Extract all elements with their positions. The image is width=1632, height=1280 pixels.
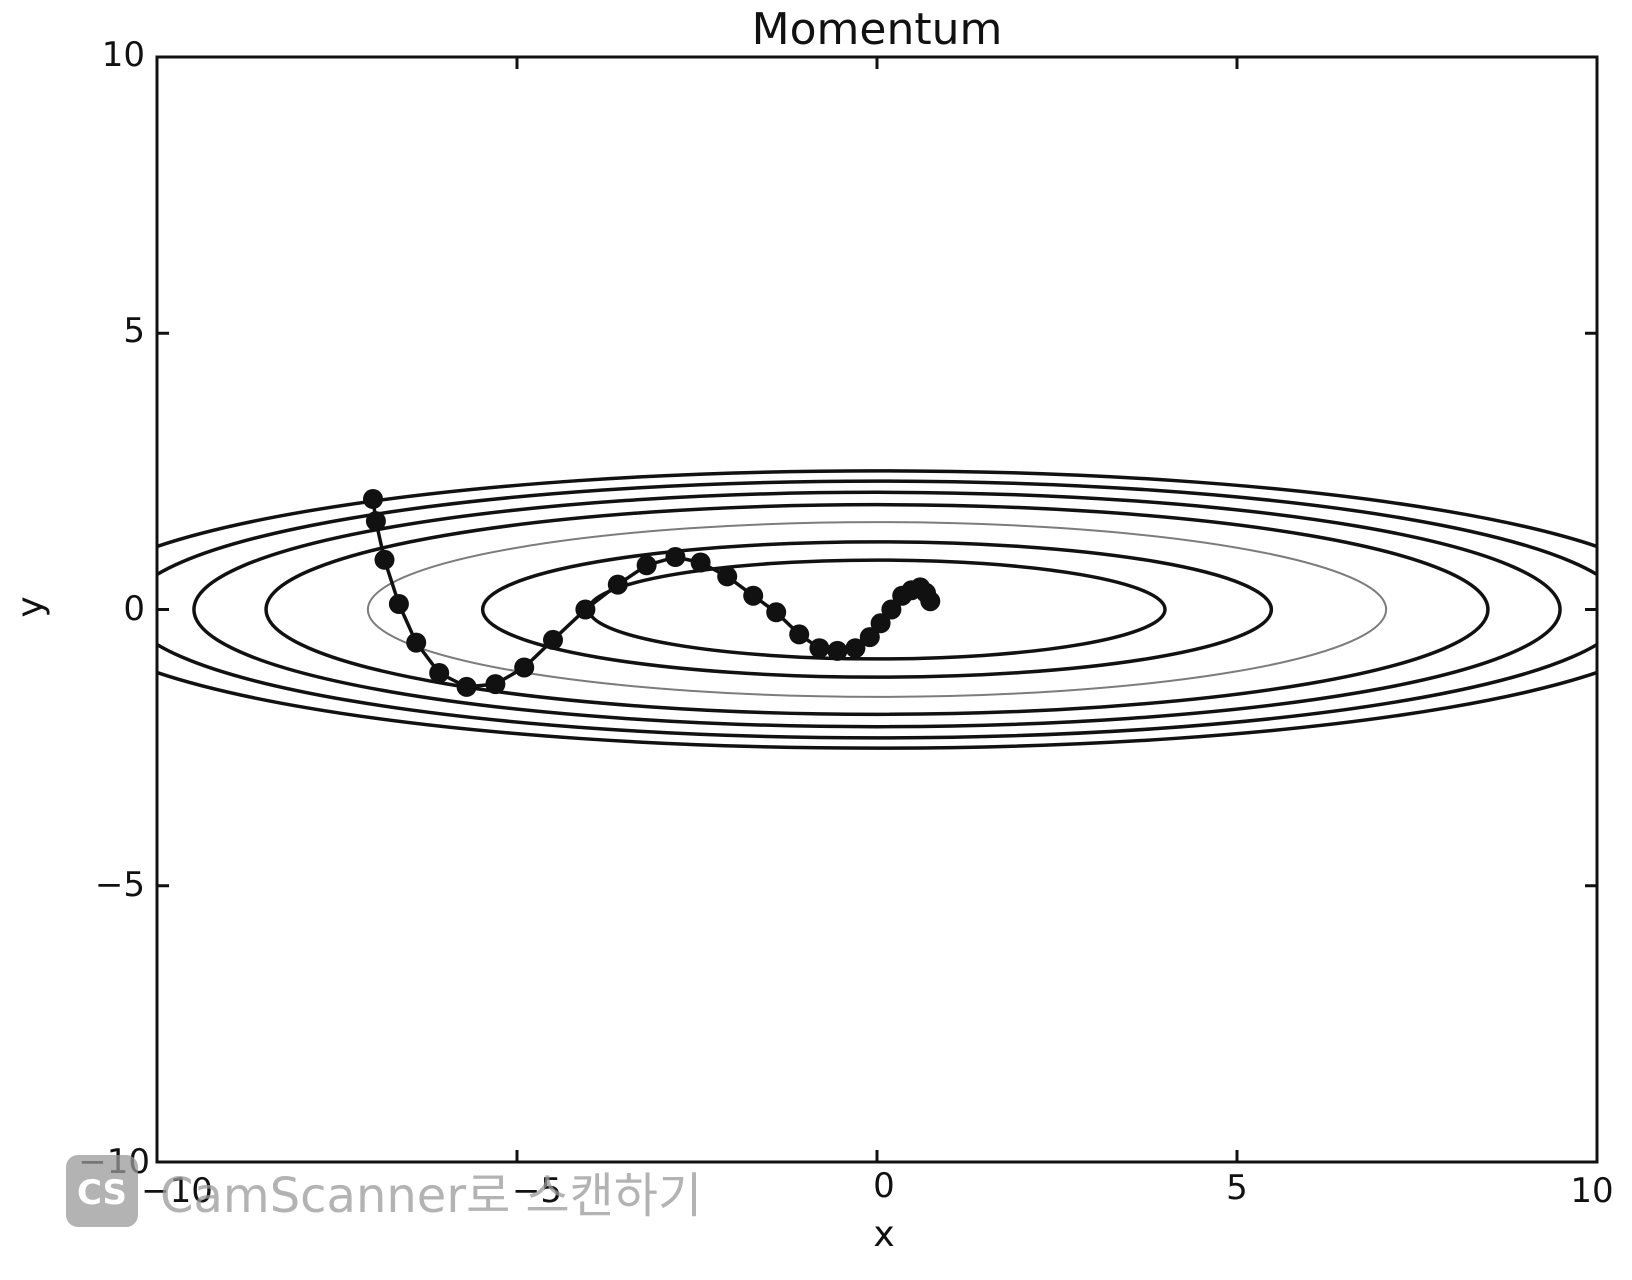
- x-axis-label: x: [873, 1214, 894, 1255]
- data-point: [406, 632, 427, 653]
- contour-level-1: [480, 540, 1274, 679]
- data-point: [665, 547, 686, 567]
- x-tick-label-neg5: −5: [512, 1171, 562, 1211]
- x-tick-label-5: 5: [1226, 1168, 1248, 1208]
- data-point: [789, 624, 810, 645]
- data-point: [543, 629, 563, 650]
- data-point: [429, 663, 450, 683]
- y-axis-label: y: [10, 596, 51, 617]
- data-point: [575, 599, 596, 620]
- data-point: [845, 638, 866, 659]
- data-point: [456, 676, 477, 697]
- x-tick-label-neg10: −10: [141, 1171, 213, 1211]
- data-point: [870, 613, 891, 634]
- data-point: [881, 599, 902, 620]
- data-point: [920, 591, 941, 612]
- camscanner-watermark-text: CamScanner로 스캔하기: [160, 1168, 702, 1224]
- y-tick-label-0: 0: [123, 589, 145, 629]
- data-point: [607, 574, 628, 595]
- data-point: [717, 566, 738, 587]
- data-point: [388, 594, 409, 614]
- trajectory-points: [363, 489, 941, 697]
- contour-lines: [157, 469, 1597, 750]
- axis-ticks: [155, 55, 1599, 1164]
- data-point: [743, 585, 764, 606]
- contour-level-6: [157, 469, 1597, 750]
- data-point: [690, 552, 711, 573]
- camscanner-logo-icon: [66, 1155, 138, 1227]
- data-point: [374, 549, 395, 570]
- data-point: [636, 555, 657, 576]
- data-point: [514, 657, 535, 678]
- data-point: [485, 674, 506, 695]
- contour-level-5: [157, 479, 1597, 740]
- chart-title: Momentum: [752, 4, 1003, 55]
- camscanner-logo-text: CS: [77, 1173, 127, 1213]
- x-tick-label-10: 10: [1570, 1171, 1613, 1211]
- data-point: [859, 627, 880, 648]
- contour-level-0: [587, 558, 1167, 661]
- contour-level-2: [366, 521, 1388, 698]
- y-tick-label-5: 5: [123, 311, 145, 351]
- data-point: [766, 602, 787, 623]
- camscanner-watermark: CS CamScanner로 스캔하기: [66, 1155, 702, 1227]
- x-tick-label-0: 0: [873, 1166, 895, 1206]
- contour-level-3: [264, 502, 1490, 717]
- y-tick-label-neg5: −5: [95, 865, 145, 905]
- data-point: [363, 489, 383, 509]
- plot-frame: [155, 55, 1599, 1164]
- data-point: [827, 640, 848, 661]
- y-tick-label-10: 10: [102, 35, 145, 75]
- contour-level-4: [192, 490, 1562, 729]
- data-point: [365, 511, 386, 532]
- data-point: [809, 638, 830, 659]
